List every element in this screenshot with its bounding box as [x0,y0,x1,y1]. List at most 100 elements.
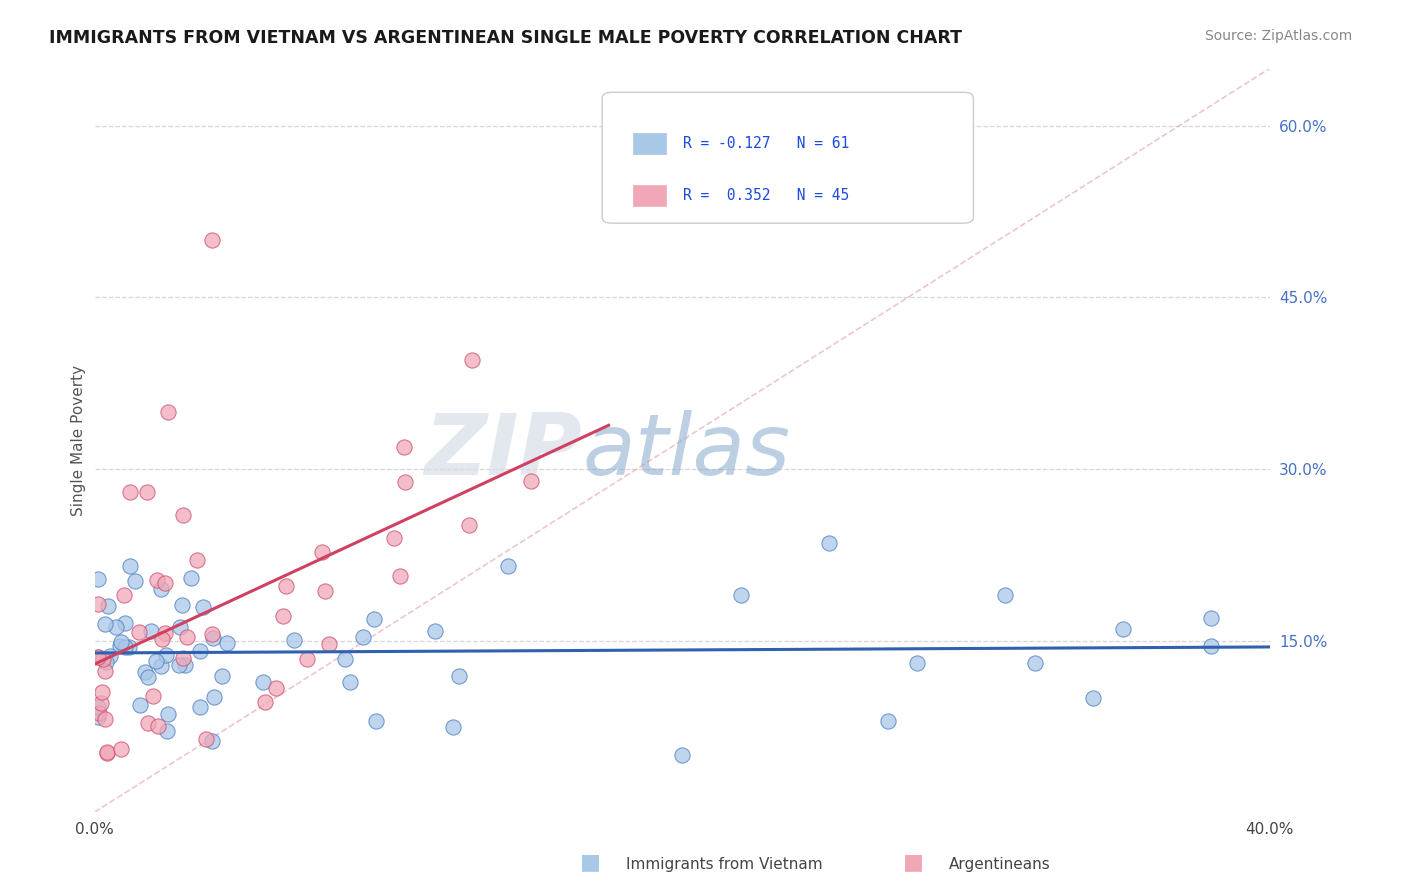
Point [93,712,115,726]
Point [108,639,131,653]
Point [170,599,193,613]
Point [128,698,150,713]
Point [520,474,543,488]
Bar [633,186,665,206]
Point [104,619,127,633]
Point [142,689,165,703]
FancyBboxPatch shape [602,92,973,223]
Y-axis label: Single Male Poverty: Single Male Poverty [72,365,86,516]
Point [94,617,117,632]
Point [176,630,198,644]
Point [264,681,287,696]
Point [211,669,233,683]
Point [172,650,194,665]
Point [153,576,176,591]
Point [155,626,177,640]
Point [201,627,224,641]
Point [394,475,416,489]
Point [118,484,141,499]
Text: R = -0.127   N = 61: R = -0.127 N = 61 [683,136,849,151]
Point [352,630,374,644]
Text: IMMIGRANTS FROM VIETNAM VS ARGENTINEAN SINGLE MALE POVERTY CORRELATION CHART: IMMIGRANTS FROM VIETNAM VS ARGENTINEAN S… [49,29,962,46]
Point [94,655,117,669]
Text: Immigrants from Vietnam: Immigrants from Vietnam [626,857,823,872]
Point [195,731,218,746]
Point [117,640,139,654]
Point [876,714,898,728]
Point [1199,639,1222,653]
Text: R =  0.352   N = 45: R = 0.352 N = 45 [683,188,849,203]
Point [186,553,208,567]
Point [1024,657,1046,671]
Point [457,517,479,532]
Point [156,405,179,419]
Point [339,675,361,690]
Point [86,598,108,612]
Point [1111,622,1133,636]
Point [146,573,169,587]
Point [295,652,318,666]
Text: Source: ZipAtlas.com: Source: ZipAtlas.com [1205,29,1353,43]
Point [496,558,519,573]
Point [134,665,156,680]
Point [449,669,471,683]
Point [333,652,356,666]
Point [441,720,464,734]
Point [274,579,297,593]
Point [150,632,173,646]
Point [155,648,177,662]
Point [86,700,108,714]
Bar [633,133,665,154]
Point [90,696,112,710]
Point [136,715,159,730]
Point [201,233,224,247]
Point [671,747,693,762]
Point [252,674,274,689]
Point [188,643,211,657]
Point [136,670,159,684]
Point [91,685,114,699]
Point [96,746,118,760]
Point [128,625,150,640]
Point [87,706,110,720]
Point [318,636,340,650]
Point [96,746,118,760]
Point [86,649,108,664]
Point [87,572,110,586]
Point [156,723,179,738]
Point [363,612,385,626]
Point [388,569,411,583]
Point [118,558,141,573]
Text: ZIP: ZIP [425,410,582,493]
Point [314,583,336,598]
Point [145,654,167,668]
Point [201,733,224,747]
Point [190,700,212,714]
Point [994,588,1017,602]
Point [91,651,114,665]
Text: Argentineans: Argentineans [949,857,1050,872]
Point [110,742,132,756]
Point [136,484,159,499]
Point [905,657,928,671]
Point [124,574,146,588]
Point [167,657,190,672]
Point [253,695,276,709]
Point [271,608,294,623]
Point [215,636,238,650]
Point [1083,690,1105,705]
Point [141,624,163,639]
Point [201,631,224,645]
Point [114,615,136,630]
Point [114,640,136,654]
Point [191,599,214,614]
Text: atlas: atlas [582,410,790,493]
Point [97,599,120,613]
Point [366,714,388,729]
Point [146,719,169,733]
Point [172,508,194,522]
Point [156,707,179,722]
Point [86,650,108,665]
Point [461,353,484,368]
Point [1199,610,1222,624]
